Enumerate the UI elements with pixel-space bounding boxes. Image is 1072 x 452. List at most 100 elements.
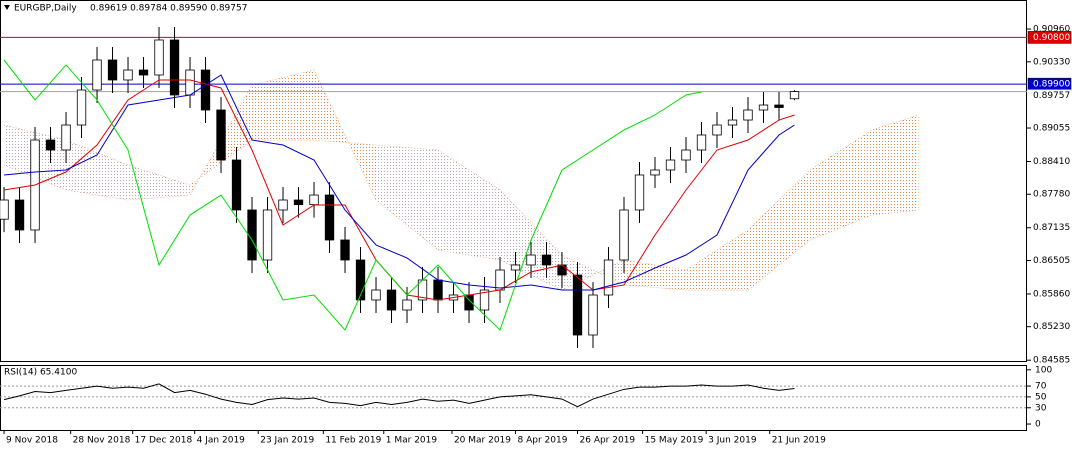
cloud-segment (66, 140, 129, 201)
candle-body (696, 134, 707, 151)
cloud-edge (3, 124, 919, 291)
x-tick-label: 23 Jan 2019 (260, 436, 314, 446)
candle-body (138, 69, 149, 76)
candle-body (681, 149, 691, 161)
candle-body (154, 39, 164, 76)
x-tick-label: 11 Feb 2019 (325, 436, 381, 446)
x-tick-label: 28 Nov 2018 (73, 436, 131, 446)
candle-body (603, 259, 614, 296)
candle-body (495, 269, 505, 291)
candle-body (309, 194, 319, 206)
candle-body (665, 159, 676, 171)
y-tick-label: 0.87135 (1033, 223, 1070, 233)
candle-body (619, 209, 629, 261)
y-tick-label: 30 (1035, 403, 1047, 413)
y-tick-label: 0.85860 (1033, 289, 1070, 299)
candle-body (758, 104, 769, 111)
rsi-line (3, 383, 795, 408)
x-tick-label: 21 Jun 2019 (772, 436, 826, 446)
candle-body (634, 174, 645, 211)
price-label: 0.89757 (1033, 91, 1070, 101)
y-tick-label: 70 (1035, 382, 1047, 392)
candle-body (262, 209, 273, 261)
rsi-frame (0, 365, 1027, 431)
candle-body (247, 209, 257, 261)
cloud-segment (128, 165, 191, 201)
y-tick-label: 0 (1035, 420, 1041, 430)
x-tick-label: 26 Apr 2019 (580, 436, 636, 446)
cloud-segment (376, 145, 439, 250)
x-tick-label: 17 Dec 2018 (135, 436, 193, 446)
candle-body (510, 264, 521, 271)
price-label: 0.90800 (1033, 33, 1070, 43)
x-tick-label: 20 Mar 2019 (454, 436, 511, 446)
cloud-segment (748, 169, 811, 291)
y-tick-label: 0.87780 (1033, 190, 1070, 200)
candle-body (727, 119, 738, 126)
collapse-icon (4, 5, 10, 10)
y-tick-label: 0.84585 (1033, 356, 1070, 366)
candle-body (45, 139, 56, 151)
candle-body (324, 194, 335, 241)
candle-body (572, 274, 583, 336)
main-frame (0, 0, 1027, 362)
candle-body (371, 289, 381, 301)
cloud-segment (438, 149, 501, 260)
candle-body (231, 159, 242, 211)
x-tick-label: 3 Jun 2019 (708, 436, 757, 446)
candle-body (61, 124, 71, 151)
price-label-box (1028, 89, 1071, 102)
candle-body (200, 69, 211, 111)
cloud-segment (252, 70, 315, 141)
y-tick-label: 0.86505 (1033, 256, 1070, 266)
candle-body (588, 294, 598, 336)
candle-body (340, 239, 350, 261)
candle-body (278, 199, 288, 211)
candle-body (123, 69, 133, 81)
candle-body (92, 59, 102, 91)
y-tick-label: 0.88410 (1033, 157, 1070, 167)
chart-title: EURGBP,Daily (14, 4, 77, 14)
cloud-edge (3, 69, 919, 291)
candle-body (76, 89, 87, 126)
candle-body (774, 104, 784, 108)
y-tick-label: 0.90330 (1033, 57, 1070, 67)
candle-body (712, 124, 722, 136)
candle-body (650, 169, 660, 176)
candle-body (169, 39, 180, 96)
y-tick-label: 100 (1035, 365, 1052, 375)
candle-body (541, 254, 552, 266)
indicator-line (3, 59, 702, 331)
candle-body (355, 259, 366, 301)
candle-body (789, 91, 800, 100)
candle-body (185, 69, 195, 96)
cloud-segment (624, 259, 687, 291)
x-tick-label: 15 May 2019 (645, 436, 704, 446)
ohlc-text: 0.89619 0.89784 0.89590 0.89757 (90, 4, 247, 14)
candle-body (14, 199, 25, 231)
candle-body (557, 264, 567, 276)
candle-body (526, 254, 536, 266)
price-label-box (1027, 31, 1072, 44)
x-tick-label: 4 Jan 2019 (197, 436, 245, 446)
candle-body (479, 289, 490, 311)
cloud-segment (872, 114, 919, 216)
candle-body (386, 289, 397, 311)
candle-body (433, 279, 443, 301)
x-tick-label: 1 Mar 2019 (386, 436, 438, 446)
candle-body (743, 109, 753, 121)
indicator-line (3, 74, 795, 291)
y-tick-label: 0.85230 (1033, 322, 1070, 332)
candle-body (293, 199, 304, 206)
x-tick-label: 8 Apr 2019 (518, 436, 568, 446)
candle-body (216, 109, 226, 161)
cloud-segment (810, 129, 873, 241)
candle-body (402, 299, 412, 311)
y-tick-label: 0.89055 (1033, 124, 1070, 134)
price-label: 0.89900 (1033, 80, 1070, 90)
candle-body (0, 199, 9, 220)
x-tick-label: 9 Nov 2018 (6, 436, 58, 446)
rsi-title: RSI(14) 65.4100 (4, 368, 77, 378)
